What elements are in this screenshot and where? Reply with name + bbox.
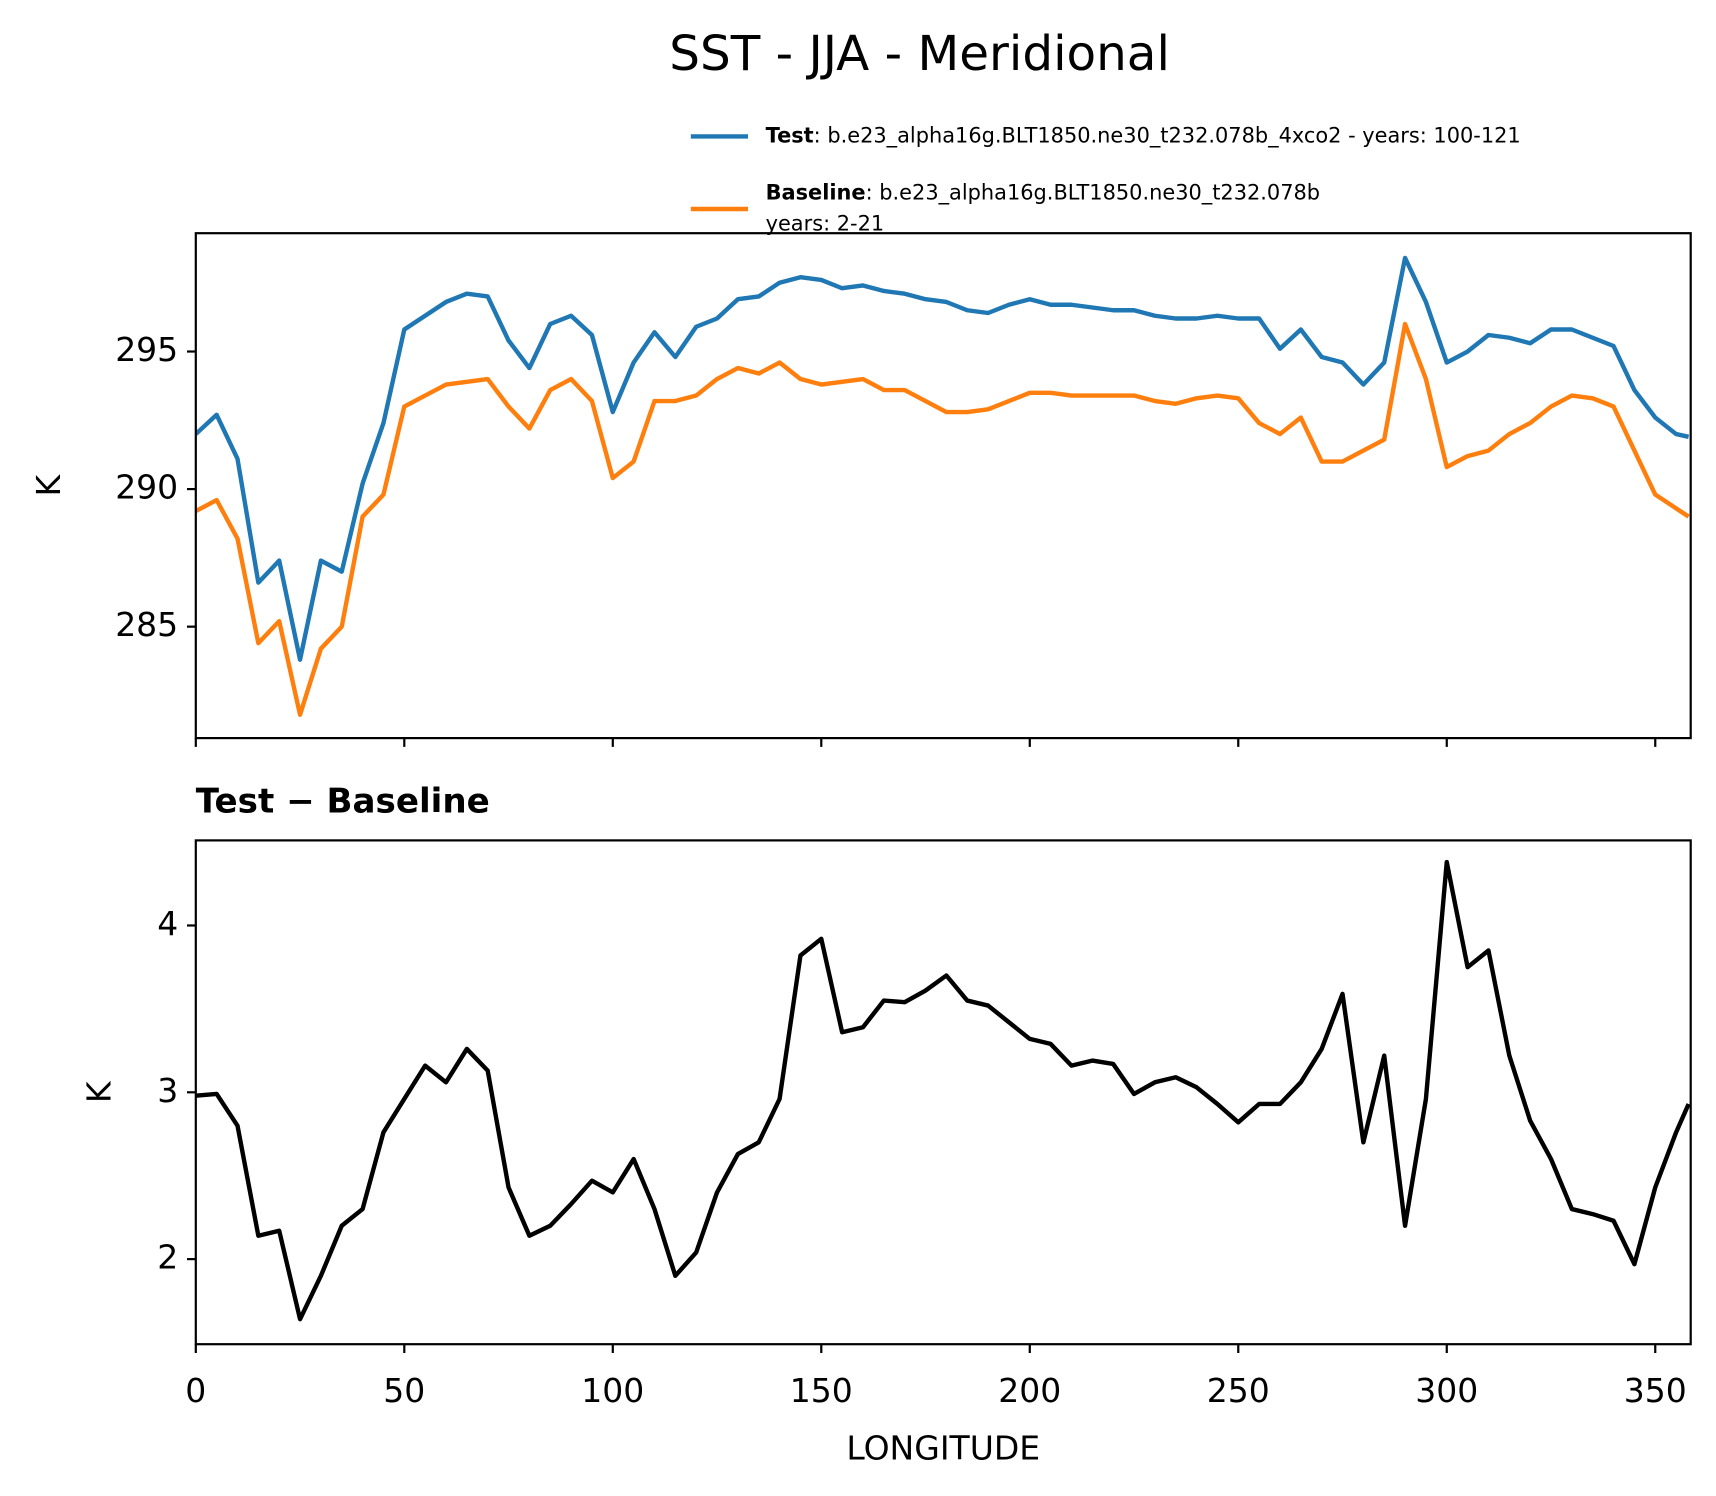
legend-entry: Test: b.e23_alpha16g.BLT1850.ne30_t232.0… bbox=[766, 123, 1521, 148]
y-tick-label: 3 bbox=[157, 1071, 178, 1110]
data-line bbox=[195, 255, 1690, 662]
legend-entry: Baseline: b.e23_alpha16g.BLT1850.ne30_t2… bbox=[766, 181, 1320, 206]
x-tick-label: 200 bbox=[998, 1371, 1061, 1410]
legend-description: : b.e23_alpha16g.BLT1850.ne30_t232.078b_… bbox=[814, 123, 1521, 148]
x-tick-label: 300 bbox=[1415, 1371, 1478, 1410]
legend-name: Test bbox=[766, 123, 814, 147]
y-tick-label: 4 bbox=[157, 904, 178, 943]
x-tick-label: 100 bbox=[581, 1371, 644, 1410]
x-tick-label: 150 bbox=[790, 1371, 853, 1410]
legend-description: years: 2-21 bbox=[766, 211, 885, 235]
y-tick-label: 2 bbox=[157, 1238, 178, 1277]
x-tick-label: 50 bbox=[383, 1371, 425, 1410]
subplot-title: Test − Baseline bbox=[196, 782, 490, 822]
y-tick-label: 295 bbox=[115, 330, 178, 369]
plot-area bbox=[195, 859, 1691, 1322]
legend-description: : b.e23_alpha16g.BLT1850.ne30_t232.078b bbox=[866, 181, 1320, 206]
legend-name: Baseline bbox=[766, 181, 866, 205]
data-line bbox=[195, 321, 1690, 717]
y-axis-label: K bbox=[29, 473, 68, 496]
axes-frame bbox=[194, 232, 1692, 740]
y-tick-label: 285 bbox=[115, 605, 178, 644]
plot-area bbox=[195, 255, 1690, 717]
data-line bbox=[195, 859, 1691, 1322]
x-tick-label: 350 bbox=[1624, 1371, 1687, 1410]
x-tick-label: 0 bbox=[185, 1371, 206, 1410]
y-axis-label: K bbox=[80, 1080, 119, 1103]
y-tick-label: 290 bbox=[115, 468, 178, 507]
x-tick-label: 250 bbox=[1207, 1371, 1270, 1410]
chart-title: SST - JJA - Meridional bbox=[669, 26, 1170, 82]
x-axis-label: LONGITUDE bbox=[846, 1428, 1040, 1467]
